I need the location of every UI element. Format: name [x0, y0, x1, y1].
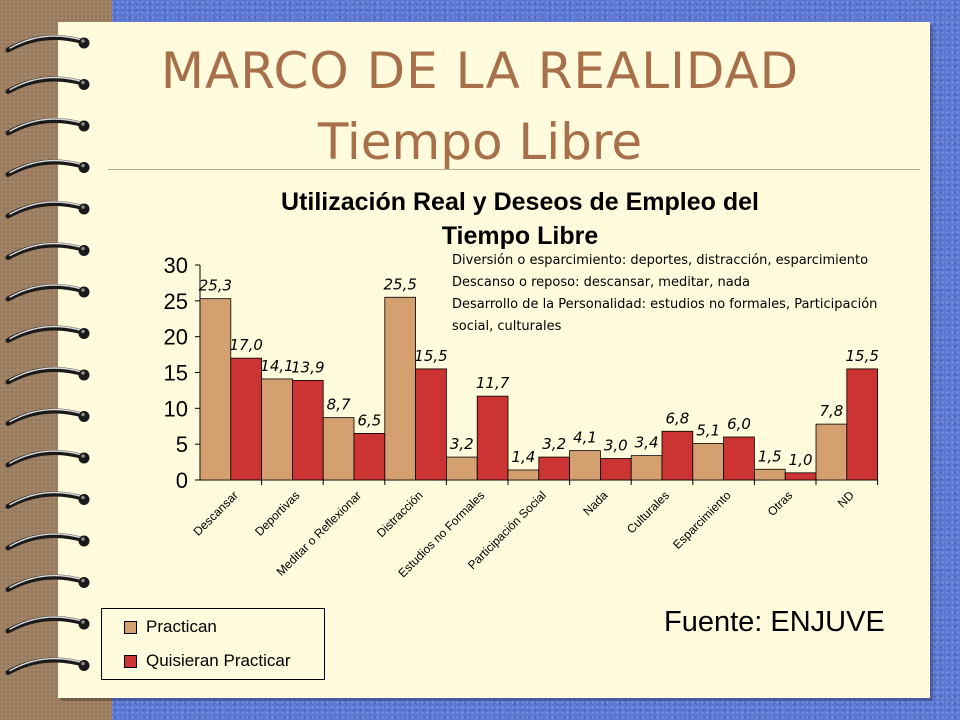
- legend-swatch: [124, 654, 137, 668]
- data-label: 3,0: [604, 437, 628, 455]
- binding-ring: [5, 574, 90, 592]
- slide-subtitle: Tiempo Libre: [317, 113, 643, 171]
- data-label: 11,7: [476, 374, 510, 392]
- y-tick-label: 20: [164, 325, 188, 350]
- y-tick-label: 5: [176, 432, 188, 457]
- data-label: 6,5: [357, 411, 381, 429]
- legend-swatch: [124, 620, 137, 634]
- binding-ring: [5, 491, 90, 509]
- data-label: 6,8: [665, 409, 689, 427]
- bar-practican: [815, 423, 848, 481]
- binding-ring: [5, 408, 90, 426]
- note-line: Desarrollo de la Personalidad: estudios …: [452, 297, 878, 312]
- bar-quisieran: [723, 436, 755, 481]
- x-tick-label: Nada: [580, 488, 610, 518]
- data-label: 5,1: [696, 421, 720, 439]
- bar-practican: [754, 468, 786, 481]
- bar-quisieran: [476, 395, 509, 481]
- data-label: 1,4: [511, 448, 535, 466]
- bar-practican: [445, 456, 478, 481]
- bar-practican: [692, 443, 724, 481]
- chart-title: Utilización Real y Deseos de Empleo del …: [180, 185, 860, 253]
- bar-quisieran: [415, 368, 447, 481]
- data-label: 4,1: [573, 429, 597, 447]
- binding-ring: [5, 367, 90, 385]
- binding-ring: [5, 284, 90, 302]
- data-label: 3,4: [635, 434, 659, 452]
- data-label: 8,7: [327, 396, 351, 414]
- bar-practican: [322, 417, 355, 481]
- bar-quisieran: [353, 433, 386, 481]
- bar-quisieran: [291, 379, 324, 481]
- data-label: 25,5: [383, 275, 416, 293]
- bar-quisieran: [230, 357, 263, 481]
- x-tick-label: Esparcimiento: [670, 488, 734, 552]
- binding-ring: [5, 242, 90, 260]
- binding-ring: [5, 159, 90, 177]
- data-label: 1,5: [758, 447, 782, 465]
- chart-legend: Practican Quisieran Practicar: [101, 608, 325, 680]
- data-label: 6,0: [727, 415, 751, 433]
- legend-item-quisieran: Quisieran Practicar: [124, 651, 291, 671]
- bar-quisieran: [661, 430, 694, 481]
- data-label: 14,1: [260, 357, 293, 375]
- bar-quisieran: [846, 368, 878, 481]
- binding-ring: [5, 118, 90, 136]
- data-label: 1,0: [789, 451, 813, 469]
- data-label: 7,8: [819, 402, 843, 420]
- binding-ring: [5, 35, 90, 53]
- bar-quisieran: [600, 458, 632, 481]
- y-tick-label: 30: [164, 253, 188, 278]
- binding-ring: [5, 657, 90, 675]
- y-tick-label: 25: [164, 289, 188, 314]
- bar-quisieran: [784, 472, 817, 481]
- bar-practican: [630, 455, 663, 481]
- binding-ring: [5, 450, 90, 468]
- y-tick-label: 15: [164, 361, 188, 386]
- x-tick-label: Descansar: [190, 488, 240, 538]
- data-label: 3,2: [450, 435, 474, 453]
- data-label: 17,0: [229, 336, 262, 354]
- bar-practican: [507, 469, 540, 481]
- source-caption: Fuente: ENJUVE: [664, 606, 885, 638]
- data-label: 15,5: [414, 347, 447, 365]
- title-divider: [108, 169, 920, 170]
- y-tick-label: 0: [176, 468, 188, 493]
- data-label: 3,2: [542, 435, 566, 453]
- note-line: social, culturales: [452, 319, 562, 334]
- binding-ring: [5, 616, 90, 634]
- x-tick-label: Otras: [765, 488, 796, 519]
- bar-practican: [384, 296, 416, 481]
- binding-ring: [5, 325, 90, 343]
- bar-practican: [569, 450, 601, 481]
- chart-title-line1: Utilización Real y Deseos de Empleo del: [281, 188, 759, 216]
- binding-ring: [5, 76, 90, 94]
- bar-practican: [261, 378, 293, 481]
- x-tick-label: Deportivas: [252, 488, 302, 538]
- x-tick-label: ND: [835, 488, 857, 510]
- spiral-binding: [5, 35, 90, 675]
- binding-ring: [5, 533, 90, 551]
- chart-title-line2: Tiempo Libre: [441, 222, 599, 250]
- binding-ring: [5, 201, 90, 219]
- slide-title: MARCO DE LA REALIDAD: [160, 42, 800, 100]
- bar-practican: [199, 298, 232, 481]
- x-tick-label: Culturales: [624, 488, 672, 536]
- legend-item-practican: Practican: [124, 617, 217, 637]
- note-line: Descanso o reposo: descansar, meditar, n…: [452, 275, 750, 290]
- legend-label: Practican: [146, 617, 217, 636]
- x-tick-label: Distracción: [374, 488, 426, 540]
- legend-label: Quisieran Practicar: [146, 651, 291, 670]
- data-label: 15,5: [845, 347, 878, 365]
- data-label: 25,3: [199, 277, 232, 295]
- bar-quisieran: [538, 456, 570, 481]
- category-notes: Diversión o esparcimiento: deportes, dis…: [452, 250, 922, 338]
- note-line: Diversión o esparcimiento: deportes, dis…: [452, 253, 869, 268]
- y-tick-label: 10: [164, 396, 188, 421]
- data-label: 13,9: [291, 358, 324, 376]
